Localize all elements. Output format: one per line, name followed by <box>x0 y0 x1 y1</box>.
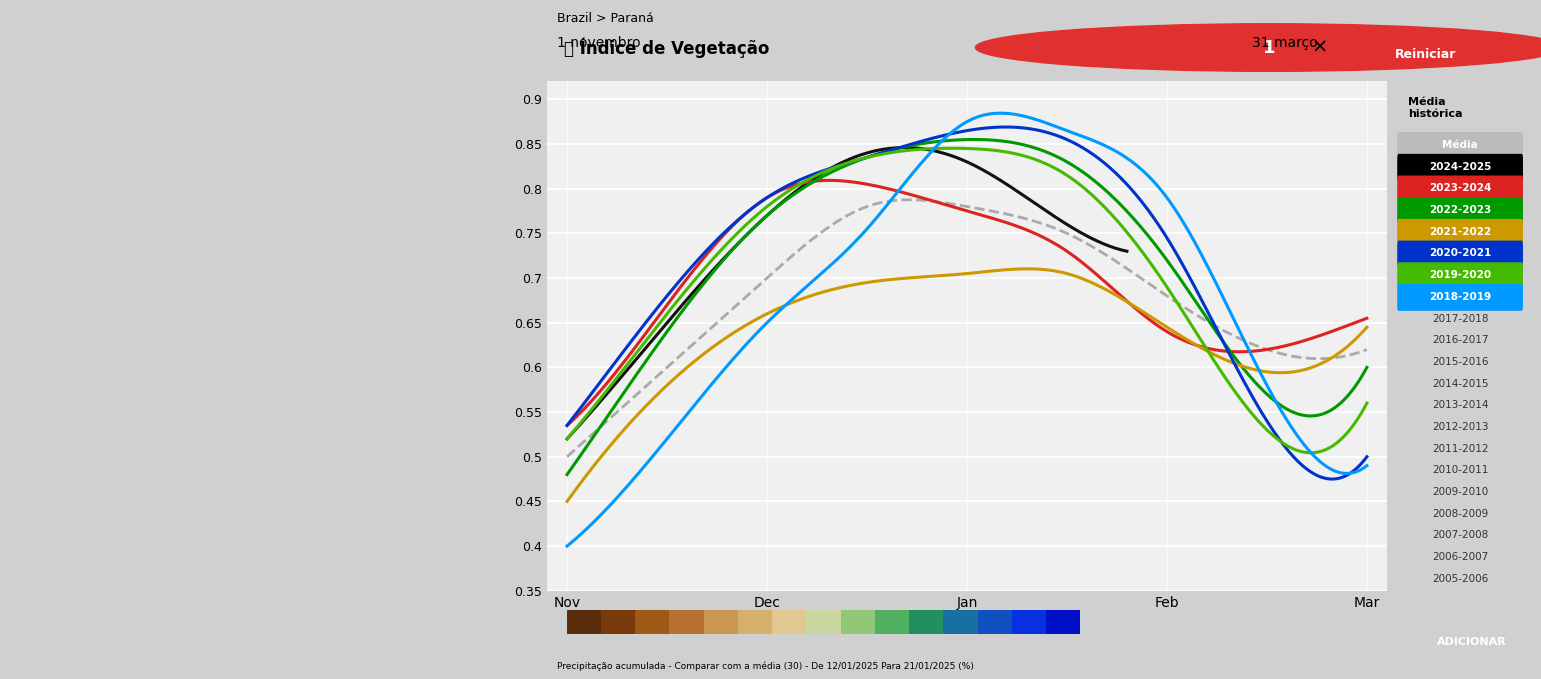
Bar <box>567 610 601 634</box>
Text: ×: × <box>1311 38 1328 57</box>
FancyBboxPatch shape <box>1398 176 1523 202</box>
Text: 2017-2018: 2017-2018 <box>1432 314 1489 324</box>
Text: 2018-2019: 2018-2019 <box>1429 292 1492 302</box>
FancyBboxPatch shape <box>1398 154 1523 181</box>
Text: 2022-2023: 2022-2023 <box>1429 205 1492 215</box>
FancyBboxPatch shape <box>1398 197 1523 224</box>
Bar <box>1012 610 1046 634</box>
Text: 2008-2009: 2008-2009 <box>1432 509 1489 519</box>
Text: 2016-2017: 2016-2017 <box>1432 335 1489 345</box>
Bar <box>806 610 841 634</box>
Bar <box>1046 610 1080 634</box>
Text: 2012-2013: 2012-2013 <box>1432 422 1489 432</box>
Text: Brazil > Paraná: Brazil > Paraná <box>556 12 653 25</box>
Circle shape <box>975 24 1541 71</box>
Text: 2009-2010: 2009-2010 <box>1432 487 1489 497</box>
Bar <box>875 610 909 634</box>
Bar <box>977 610 1012 634</box>
Text: 2023-2024: 2023-2024 <box>1429 183 1492 194</box>
Text: Precipitação acumulada - Comparar com a média (30) - De 12/01/2025 Para 21/01/20: Precipitação acumulada - Comparar com a … <box>556 661 974 671</box>
Bar <box>943 610 977 634</box>
FancyBboxPatch shape <box>1398 240 1523 268</box>
Text: 2021-2022: 2021-2022 <box>1429 227 1492 237</box>
Text: 2013-2014: 2013-2014 <box>1432 401 1489 410</box>
Text: Reiniciar: Reiniciar <box>1395 48 1456 61</box>
FancyBboxPatch shape <box>1398 262 1523 289</box>
Text: 1: 1 <box>1264 39 1276 56</box>
Text: 2011-2012: 2011-2012 <box>1432 443 1489 454</box>
Bar <box>841 610 875 634</box>
Text: 2007-2008: 2007-2008 <box>1432 530 1489 540</box>
Text: 31 março: 31 março <box>1251 36 1318 50</box>
Text: 2019-2020: 2019-2020 <box>1429 270 1492 280</box>
Bar <box>601 610 635 634</box>
Text: ADICIONAR: ADICIONAR <box>1436 637 1507 646</box>
Bar <box>669 610 704 634</box>
Text: 2024-2025: 2024-2025 <box>1429 162 1492 172</box>
Text: Média
histórica: Média histórica <box>1408 97 1462 119</box>
Text: 1 novembro: 1 novembro <box>556 36 641 50</box>
Bar <box>772 610 806 634</box>
Text: 2005-2006: 2005-2006 <box>1432 574 1489 584</box>
Bar <box>738 610 772 634</box>
Text: 2015-2016: 2015-2016 <box>1432 357 1489 367</box>
Text: 🌿 Índice de Vegetação: 🌿 Índice de Vegetação <box>564 37 769 58</box>
Bar <box>704 610 738 634</box>
FancyBboxPatch shape <box>1398 219 1523 246</box>
Text: 2014-2015: 2014-2015 <box>1432 379 1489 388</box>
Bar <box>635 610 669 634</box>
FancyBboxPatch shape <box>1398 132 1523 159</box>
Text: 2006-2007: 2006-2007 <box>1432 552 1489 562</box>
Text: 2010-2011: 2010-2011 <box>1432 465 1489 475</box>
Text: 2020-2021: 2020-2021 <box>1429 249 1492 259</box>
Text: Média: Média <box>1442 140 1478 150</box>
FancyBboxPatch shape <box>1398 284 1523 311</box>
Bar <box>909 610 943 634</box>
